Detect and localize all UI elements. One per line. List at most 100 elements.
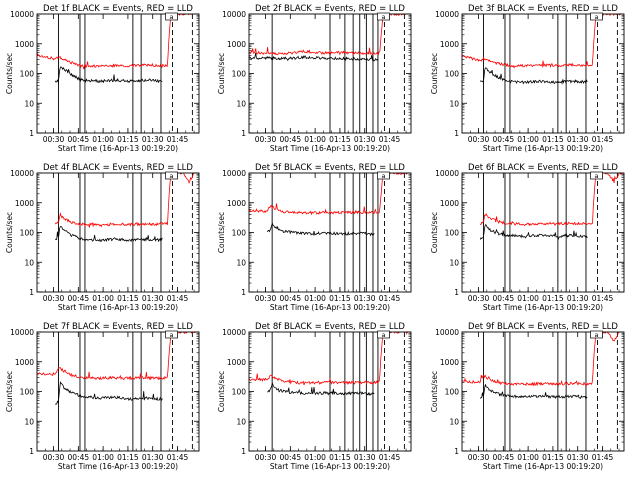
panel-det-8f: Det 8f BLACK = Events, RED = LLD 1 10 100 10… [217,322,412,471]
x-axis-label: Start Time (16-Apr-13 00:19:20) [58,144,178,153]
y-tick-label: 1000 [15,358,34,367]
top-marker-box: a [165,171,178,180]
x-tick-label: 01:00 [92,453,114,462]
x-tick-label: 01:00 [304,294,326,303]
y-tick-label: 10 [236,417,246,426]
y-tick-label: 10 [24,258,34,267]
panel-title: Det 1f BLACK = Events, RED = LLD [43,4,193,14]
top-marker-letter: a [382,13,386,21]
x-tick-label: 00:45 [493,135,515,144]
x-tick-label: 01:30 [567,453,589,462]
top-marker-letter: a [170,13,174,21]
panel-title: Det 9f BLACK = Events, RED = LLD [468,322,618,332]
y-tick-label: 10000 [222,169,246,178]
y-axis-label: Counts/sec [217,53,226,94]
x-tick-label: 00:45 [493,453,515,462]
series-events-black-line [266,222,375,237]
x-tick-label: 01:15 [542,294,564,303]
top-marker-letter: a [595,172,599,180]
y-axis-label: Counts/sec [430,53,439,94]
x-tick-label: 01:45 [167,294,189,303]
top-marker-letter: a [595,331,599,339]
y-tick-label: 100 [232,388,247,397]
y-axis-label: Counts/sec [217,371,226,412]
y-tick-label: 10 [236,99,246,108]
x-tick-label: 01:45 [167,135,189,144]
series-events-black-line [54,226,163,243]
series-lld-red-line [37,14,196,70]
x-tick-label: 01:15 [542,135,564,144]
x-tick-label: 01:15 [117,453,139,462]
y-tick-label: 1000 [15,199,34,208]
y-tick-label: 100 [445,229,460,238]
y-tick-label: 1000 [227,199,246,208]
panel-title: Det 8f BLACK = Events, RED = LLD [255,322,405,332]
top-marker-box: a [377,171,390,180]
y-tick-label: 1000 [227,40,246,49]
plot-area [37,332,196,451]
x-tick-label: 01:15 [329,294,351,303]
y-tick-label: 1000 [440,358,459,367]
x-tick-label: 00:45 [68,294,90,303]
y-tick-label: 10000 [435,328,459,337]
panel-title: Det 2f BLACK = Events, RED = LLD [255,4,405,14]
x-tick-label: 01:30 [567,294,589,303]
y-tick-label: 1 [29,129,34,138]
y-tick-label: 10 [449,417,459,426]
top-marker-letter: a [170,172,174,180]
x-tick-label: 00:30 [468,294,490,303]
top-marker-box: a [590,171,603,180]
y-tick-label: 1 [454,288,459,297]
y-tick-label: 10 [24,417,34,426]
y-axis-label: Counts/sec [5,371,14,412]
x-tick-label: 01:15 [117,294,139,303]
y-axis-label: Counts/sec [217,212,226,253]
panel-det-4f: Det 4f BLACK = Events, RED = LLD 1 10 100 10… [5,163,200,312]
series-events-black-line [54,381,163,405]
series-lld-red-line [479,173,624,227]
x-tick-label: 00:30 [468,453,490,462]
series-lld-red-line [462,14,621,69]
x-tick-label: 01:00 [517,453,539,462]
x-tick-label: 00:30 [43,453,65,462]
plot-area [462,332,620,451]
plot-frame [36,172,200,293]
y-tick-label: 10 [236,258,246,267]
x-tick-label: 01:45 [167,453,189,462]
x-tick-label: 00:45 [280,135,302,144]
series-events-black-line [479,224,588,241]
x-tick-label: 00:30 [43,135,65,144]
top-marker-letter: a [382,331,386,339]
series-lld-red-line [37,332,196,381]
x-tick-label: 01:45 [379,294,401,303]
plot-area [249,332,408,451]
y-axis-label: Counts/sec [430,371,439,412]
x-tick-label: 01:15 [117,135,139,144]
y-tick-label: 100 [445,388,460,397]
panel-det-2f: Det 2f BLACK = Events, RED = LLD 1 10 100 10… [217,4,412,153]
x-tick-label: 01:45 [379,453,401,462]
plot-area [479,173,624,292]
y-tick-label: 10000 [222,328,246,337]
x-tick-label: 00:30 [43,294,65,303]
x-tick-label: 01:00 [92,294,114,303]
panel-title: Det 7f BLACK = Events, RED = LLD [43,322,193,332]
y-tick-label: 100 [20,229,35,238]
plot-frame [36,13,200,134]
x-tick-label: 00:45 [280,294,302,303]
x-axis-label: Start Time (16-Apr-13 00:19:20) [483,144,603,153]
x-tick-label: 00:30 [468,135,490,144]
plot-frame [248,331,412,452]
y-tick-label: 10 [449,258,459,267]
x-tick-label: 01:45 [592,294,614,303]
y-tick-label: 10000 [10,169,34,178]
x-tick-label: 01:15 [329,135,351,144]
x-tick-label: 01:30 [354,135,376,144]
panel-det-7f: Det 7f BLACK = Events, RED = LLD 1 10 100 10… [5,322,200,471]
x-tick-label: 01:15 [542,453,564,462]
x-tick-label: 01:00 [517,294,539,303]
top-marker-box: a [165,330,178,339]
x-tick-label: 01:30 [142,453,164,462]
plot-area [249,14,408,133]
